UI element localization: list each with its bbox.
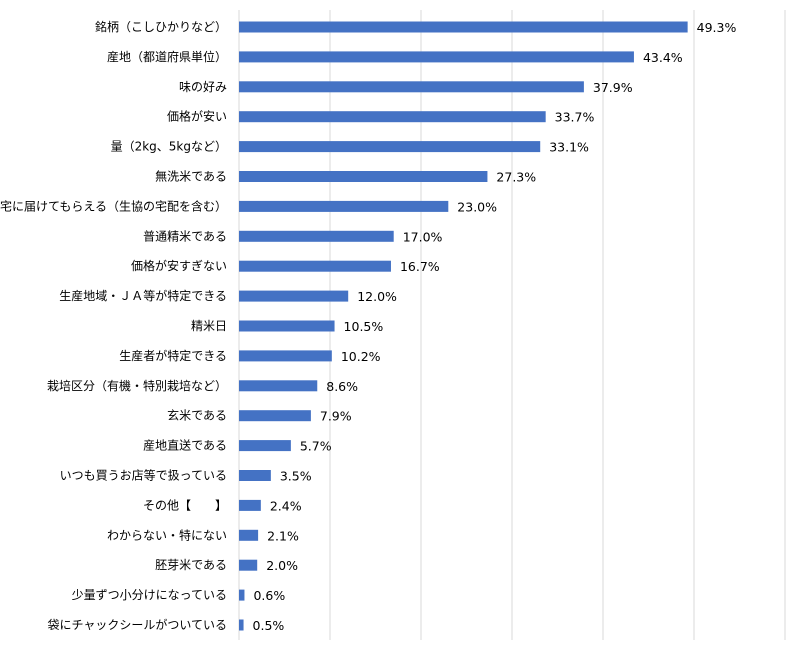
category-label: 価格が安い: [167, 109, 227, 124]
category-label: 産地直送である: [143, 438, 227, 453]
bar: [239, 320, 335, 332]
category-label: 量（2kg、5kgなど）: [111, 140, 227, 154]
bar: [239, 171, 488, 182]
bar: [239, 230, 394, 242]
bar: [239, 559, 258, 571]
data-label: 12.0%: [357, 289, 397, 304]
category-label: 価格が安すぎない: [131, 258, 227, 273]
category-label: 少量ずつ小分けになっている: [72, 588, 227, 602]
data-label: 5.7%: [300, 439, 332, 454]
data-label: 27.3%: [496, 170, 536, 185]
bar: [239, 589, 245, 601]
data-label: 8.6%: [326, 379, 358, 394]
category-label: 銘柄（こしひかりなど）: [95, 19, 227, 34]
category-label: 自宅に届けてもらえる（生協の宅配を含む）: [0, 198, 227, 213]
bar: [239, 51, 634, 63]
value-labels: 49.3% 43.4% 37.9% 33.7% 33.1% 27.3% 23.0% 17.0%…: [253, 20, 737, 633]
category-label: その他【 】: [143, 498, 227, 512]
bar: [239, 619, 244, 631]
data-label: 2.4%: [270, 498, 302, 513]
category-label: 生産者が特定できる: [119, 348, 227, 363]
data-label: 37.9%: [593, 80, 633, 95]
data-label: 33.1%: [549, 140, 589, 155]
data-label: 49.3%: [697, 20, 737, 35]
category-label: いつも買うお店等で扱っている: [60, 469, 227, 483]
data-label: 23.0%: [457, 199, 497, 214]
category-labels: 銘柄（こしひかりなど） 産地（都道府県単位） 味の好み価格が安い量（2kg、5kgな…: [0, 19, 227, 632]
category-label: わからない・特にない: [107, 527, 227, 542]
category-label: 生産地域・ＪＡ等が特定できる: [59, 288, 227, 303]
category-label: 産地（都道府県単位）: [107, 49, 227, 64]
bar: [239, 350, 332, 362]
bar: [239, 410, 311, 422]
category-label: 無洗米である: [155, 169, 227, 184]
data-label: 17.0%: [403, 229, 443, 244]
data-label: 43.4%: [643, 50, 683, 65]
bar: [239, 290, 349, 302]
bar: [239, 200, 449, 212]
category-label: 胚芽米である: [155, 558, 227, 572]
data-label: 33.7%: [555, 110, 595, 125]
category-label: 玄米である: [167, 408, 227, 423]
data-label: 2.0%: [266, 558, 298, 573]
bar: [239, 380, 318, 392]
bar: [239, 21, 688, 33]
data-label: 0.6%: [253, 588, 285, 603]
category-label: 普通精米である: [143, 229, 227, 243]
bar: [239, 440, 291, 452]
data-label: 10.5%: [344, 319, 384, 334]
bar: [239, 111, 546, 123]
bars: [239, 21, 688, 631]
bar: [239, 499, 261, 511]
data-label: 10.2%: [341, 349, 381, 364]
data-label: 3.5%: [280, 469, 312, 484]
data-label: 2.1%: [267, 528, 299, 543]
category-label: 袋にチャックシールがついている: [47, 617, 227, 632]
data-label: 0.5%: [253, 618, 285, 633]
bar: [239, 260, 391, 272]
bar: [239, 529, 259, 541]
category-label: 精米日: [191, 319, 227, 333]
category-label: 栽培区分（有機・特別栽培など）: [47, 378, 227, 393]
bar: [239, 141, 541, 153]
bar: [239, 470, 271, 481]
category-label: 味の好み: [179, 80, 227, 94]
data-label: 16.7%: [400, 259, 440, 274]
data-label: 7.9%: [320, 409, 352, 424]
bar: [239, 81, 584, 93]
